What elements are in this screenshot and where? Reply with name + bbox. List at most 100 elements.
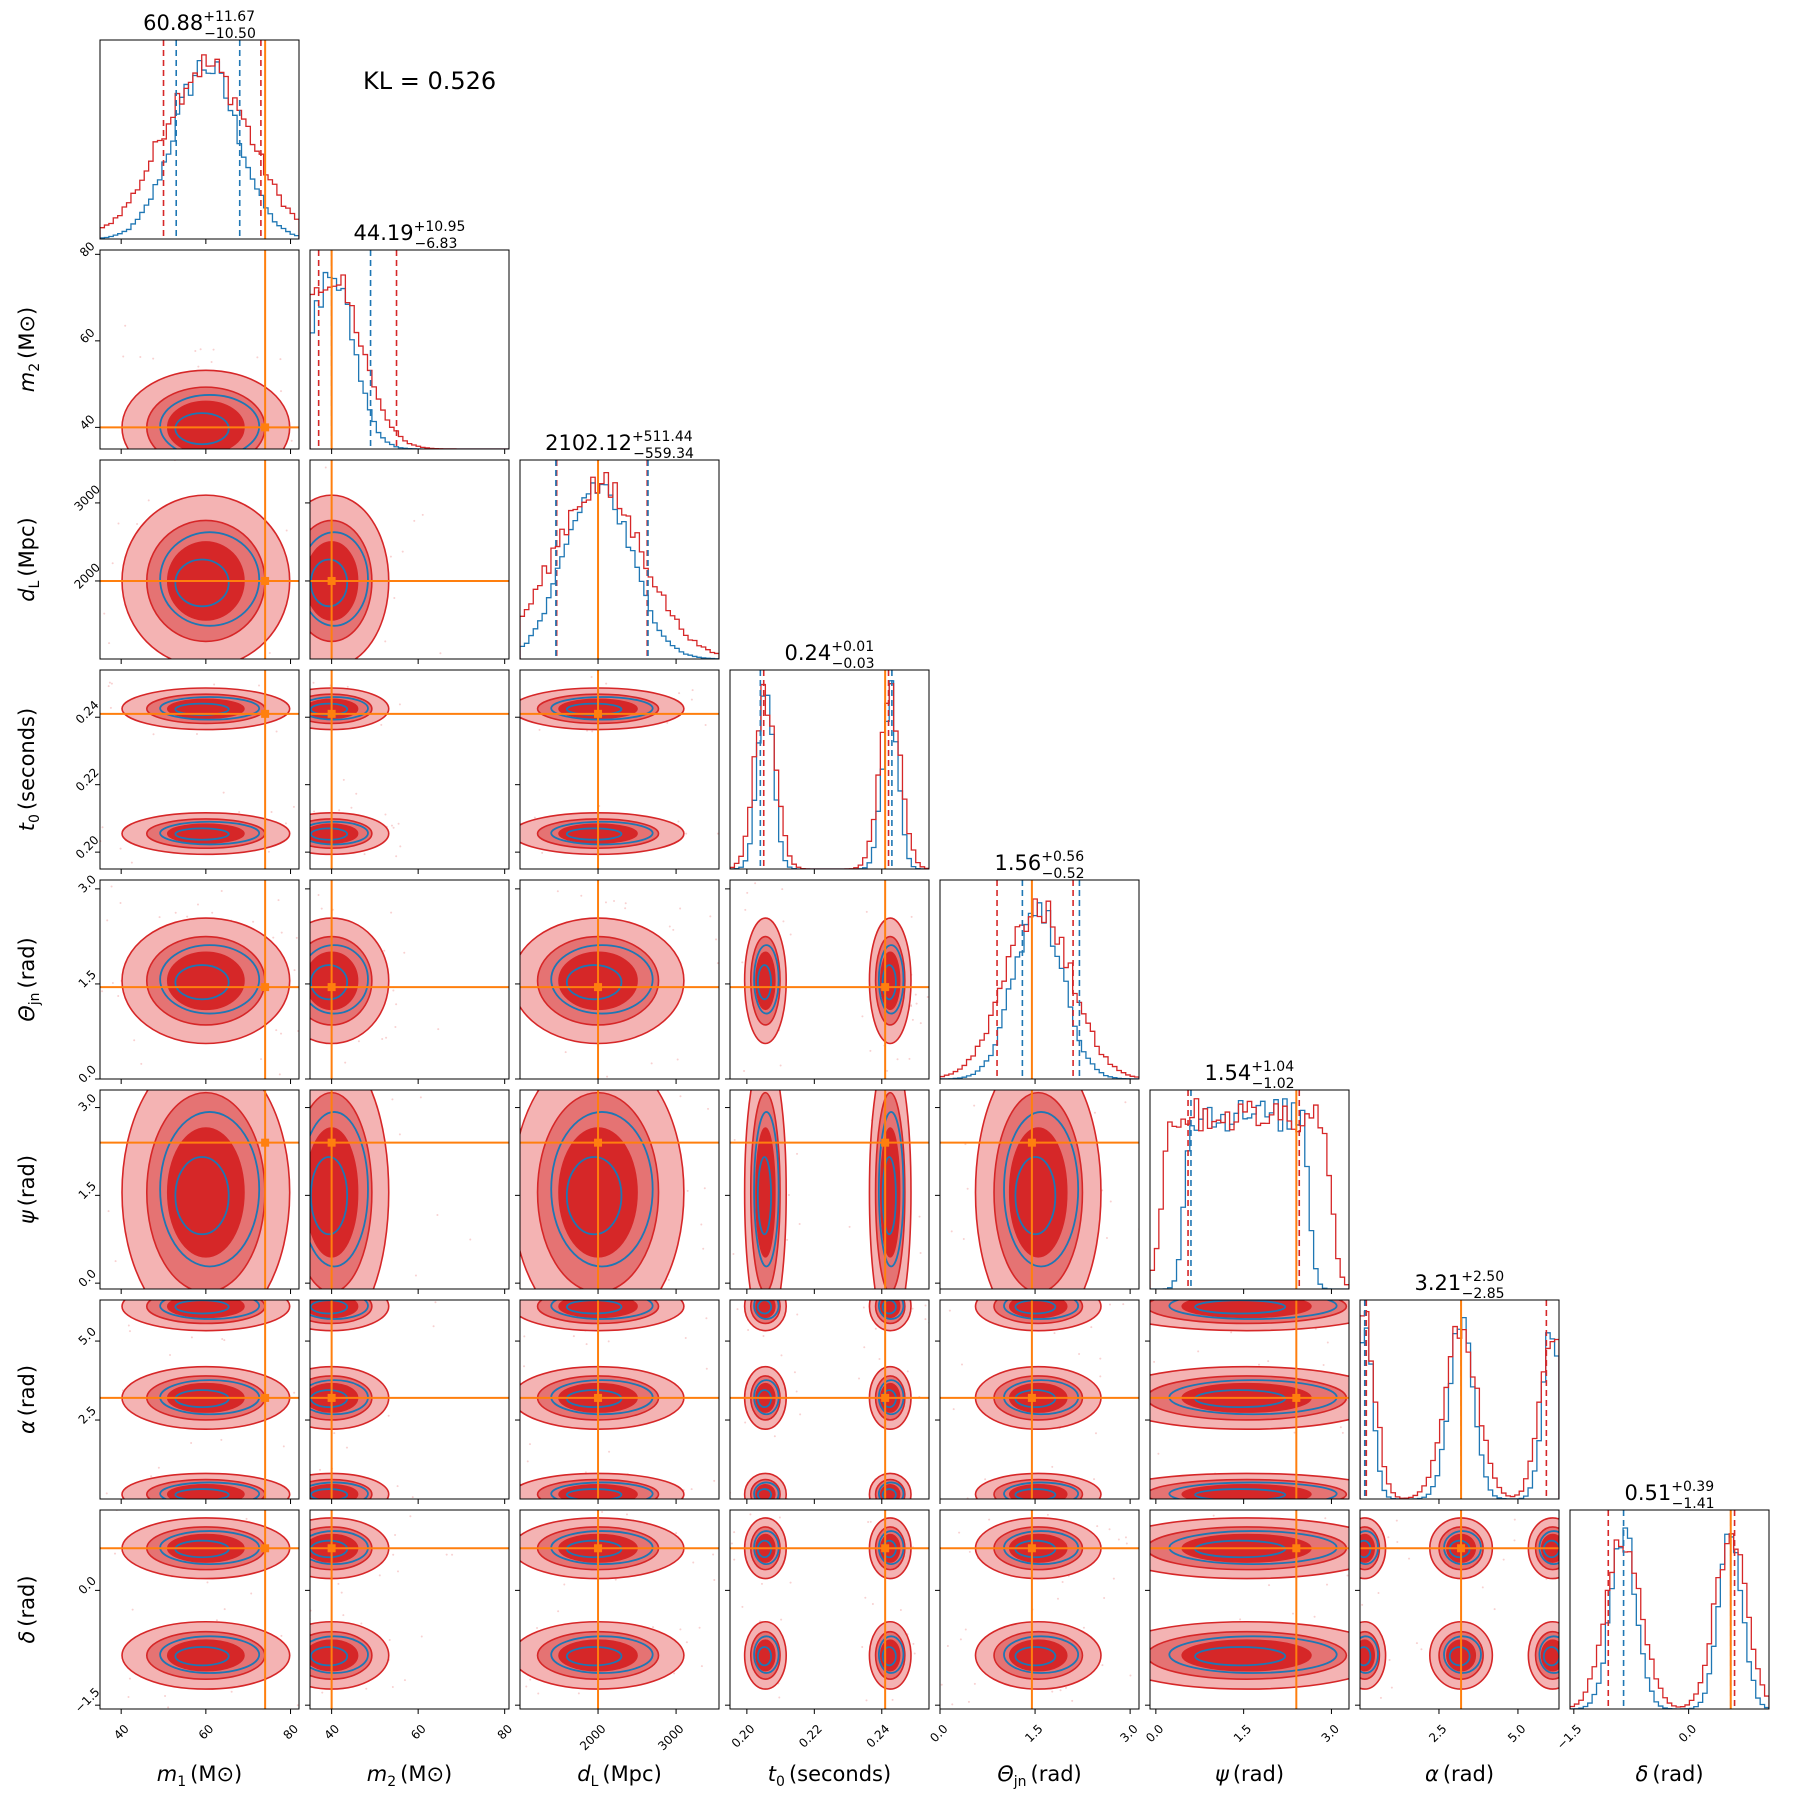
x-tick-label: 3.0	[1319, 1722, 1342, 1745]
panel-delta-t0: 0.20 0.22 0.24	[725, 1509, 930, 1751]
truth-marker	[1457, 1544, 1466, 1553]
truth-marker	[881, 983, 890, 992]
panel-theta_jn-theta_jn: 1.56+0.56 −0.52	[939, 849, 1140, 1084]
panel-frame	[729, 1509, 930, 1710]
title-minus-delta: −1.41	[1672, 1496, 1715, 1512]
truth-marker	[594, 709, 603, 718]
panel-alpha-m1: 2.5 5.0	[76, 1299, 300, 1504]
panel-frame	[1359, 1509, 1560, 1710]
panel-m2-m1: 40 60 80	[77, 239, 300, 454]
truth-marker	[261, 576, 270, 585]
title-minus-dL: −559.34	[633, 446, 694, 462]
panel-frame	[1149, 1299, 1350, 1500]
prior-histogram-dL	[520, 482, 719, 659]
y-tick-label: 60	[77, 326, 98, 347]
title-value-dL: 2102.12	[545, 431, 632, 455]
panel-frame	[519, 1509, 720, 1710]
x-tick-label: 0.20	[729, 1722, 758, 1751]
x-tick-label: 3000	[655, 1722, 686, 1753]
panel-alpha-alpha: 3.21+2.50 −2.85	[1359, 1269, 1560, 1504]
panel-frame	[99, 879, 300, 1080]
posterior-histogram-m2	[310, 274, 509, 449]
panel-delta-theta_jn: 0.0 1.5 3.0	[927, 1509, 1141, 1745]
panel-frame	[1149, 1089, 1350, 1290]
x-tick-label: 60	[196, 1722, 217, 1743]
truth-marker	[594, 983, 603, 992]
panel-frame	[519, 669, 720, 870]
title-dL: 2102.12+511.44 −559.34	[545, 429, 694, 462]
axis-label-delta: δ(rad)	[1635, 1762, 1703, 1786]
axis-label-m2: m2(M⊙)	[367, 1762, 453, 1790]
truth-marker	[594, 1138, 603, 1147]
title-alpha: 3.21+2.50 −2.85	[1414, 1269, 1504, 1302]
y-tick-label: 80	[77, 239, 98, 260]
panel-delta-dL: 2000 3000	[515, 1509, 720, 1753]
x-tick-label: 0.0	[1676, 1722, 1699, 1745]
truth-marker	[261, 1544, 270, 1553]
prior-histogram-m1	[100, 60, 299, 239]
x-tick-label: 60	[408, 1722, 429, 1743]
panel-m1-m1: 60.88+11.67 −10.50	[99, 9, 300, 244]
x-tick-label: 0.0	[1143, 1722, 1166, 1745]
panel-frame	[729, 669, 930, 870]
y-tick-label: 40	[77, 412, 98, 433]
title-value-m1: 60.88	[143, 11, 203, 35]
title-value-t0: 0.24	[784, 641, 831, 665]
truth-marker	[1027, 1393, 1036, 1402]
title-value-alpha: 3.21	[1414, 1271, 1461, 1295]
title-value-psi: 1.54	[1204, 1061, 1251, 1085]
title-plus-delta: +0.39	[1671, 1479, 1714, 1495]
prior-histogram-psi	[1150, 1098, 1349, 1289]
panel-theta_jn-dL	[515, 879, 720, 1084]
axis-label-t0: t0(seconds)	[768, 1762, 891, 1790]
y-tick-label: 3.0	[76, 872, 99, 895]
title-plus-m1: +11.67	[203, 9, 255, 25]
posterior-histogram-theta_jn	[940, 898, 1139, 1079]
axis-label-theta_jn: Θjn(rad)	[15, 937, 43, 1022]
panel-t0-m2	[305, 669, 510, 874]
panel-alpha-theta_jn	[935, 1299, 1140, 1504]
title-plus-t0: +0.01	[831, 639, 874, 655]
panel-frame	[99, 249, 300, 450]
y-tick-label: 0.22	[73, 765, 102, 794]
panel-psi-m2	[305, 1089, 510, 1294]
posterior-histogram-delta	[1570, 1533, 1769, 1709]
title-plus-alpha: +2.50	[1461, 1269, 1504, 1285]
x-tick-label: 80	[495, 1722, 516, 1743]
kl-annotation: KL = 0.526	[363, 67, 496, 95]
panel-dL-dL: 2102.12+511.44 −559.34	[519, 429, 720, 664]
panel-psi-m1: 0.0 1.5 3.0	[76, 1089, 300, 1294]
panel-frame	[729, 879, 930, 1080]
y-tick-label: 3000	[72, 482, 103, 513]
corner-panels: 60.88+11.67 −10.50 40 60 80 44.19+10.95 −6.83 2…	[15, 9, 1770, 1790]
panel-frame	[519, 459, 720, 660]
panel-frame	[309, 1509, 510, 1710]
x-tick-label: 0.0	[927, 1722, 950, 1745]
panel-delta-delta: 0.51+0.39 −1.41 −1.5 0.0	[1554, 1479, 1770, 1752]
axis-label-alpha: α(rad)	[1425, 1762, 1494, 1786]
panel-frame	[309, 669, 510, 870]
panel-frame	[99, 1509, 300, 1710]
prior-histogram-theta_jn	[940, 902, 1139, 1079]
y-tick-label: 0.0	[76, 1266, 99, 1289]
axis-label-psi: ψ(rad)	[1215, 1762, 1284, 1786]
panel-frame	[939, 879, 1140, 1080]
title-value-theta_jn: 1.56	[994, 851, 1041, 875]
panel-t0-t0: 0.24+0.01 −0.03	[729, 639, 930, 874]
axis-label-theta_jn: Θjn(rad)	[997, 1762, 1082, 1790]
panel-frame	[519, 1089, 720, 1290]
panel-alpha-psi	[1145, 1299, 1350, 1504]
posterior-histogram-dL	[520, 471, 719, 659]
posterior-histogram-alpha	[1360, 1310, 1559, 1499]
panel-frame	[99, 669, 300, 870]
panel-frame	[1359, 1299, 1560, 1500]
x-tick-label: 2000	[577, 1722, 608, 1753]
y-tick-label: 1.5	[76, 1179, 99, 1202]
x-tick-label: 40	[111, 1722, 132, 1743]
x-tick-label: 1.5	[1231, 1722, 1254, 1745]
title-plus-dL: +511.44	[632, 429, 693, 445]
panel-alpha-t0	[725, 1299, 930, 1504]
y-tick-label: 5.0	[76, 1324, 99, 1347]
truth-marker	[261, 1138, 270, 1147]
panel-theta_jn-m2	[305, 879, 510, 1084]
